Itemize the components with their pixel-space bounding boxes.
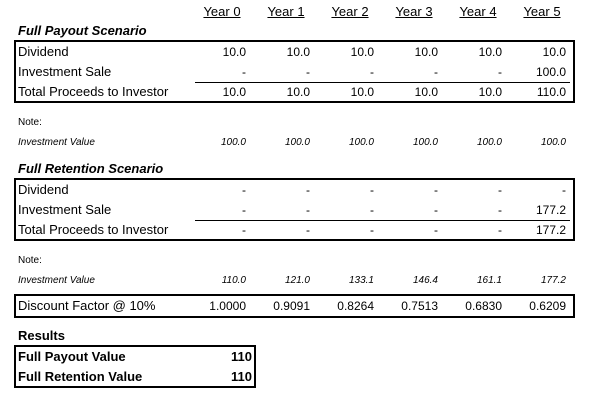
row-value: - — [434, 65, 438, 79]
row-value: - — [242, 183, 246, 197]
row-label: Dividend — [18, 182, 69, 197]
row-value: 10.0 — [350, 45, 374, 59]
row-value: 146.4 — [412, 275, 438, 286]
row-value: 100.0 — [220, 137, 246, 148]
row-value: - — [370, 183, 374, 197]
row-value: - — [370, 223, 374, 237]
year-header: Year 3 — [395, 4, 433, 19]
year-header: Year 4 — [459, 4, 497, 19]
row-value: 100.0 — [540, 137, 566, 148]
row-value: - — [306, 203, 310, 217]
payout-note-label: Note: — [18, 117, 42, 128]
row-value: 10.0 — [414, 45, 438, 59]
row-value: 100.0 — [284, 137, 310, 148]
row-value: 10.0 — [350, 85, 374, 99]
row-label: Discount Factor @ 10% — [18, 298, 156, 313]
row-value: - — [498, 183, 502, 197]
row-value: - — [370, 203, 374, 217]
year-header: Year 0 — [203, 4, 241, 19]
row-label: Full Payout Value — [18, 349, 126, 364]
row-value: - — [370, 65, 374, 79]
row-value: 0.6209 — [529, 299, 566, 313]
row-value: - — [306, 65, 310, 79]
row-value: 10.0 — [542, 45, 566, 59]
row-value: - — [498, 65, 502, 79]
row-value: 10.0 — [286, 45, 310, 59]
row-label: Investment Value — [18, 137, 95, 148]
retention-table-box — [14, 178, 575, 241]
row-value: 10.0 — [414, 85, 438, 99]
results-title: Results — [18, 328, 65, 343]
row-value: 0.8264 — [337, 299, 374, 313]
row-value: 0.6830 — [465, 299, 502, 313]
year-header: Year 2 — [331, 4, 369, 19]
row-value: 0.9091 — [273, 299, 310, 313]
row-value: 100.0 — [412, 137, 438, 148]
row-value: 10.0 — [222, 85, 246, 99]
row-value: 177.2 — [535, 223, 566, 237]
row-value: - — [498, 203, 502, 217]
row-value: 100.0 — [535, 65, 566, 79]
year-header: Year 5 — [523, 4, 561, 19]
retention-note-label: Note: — [18, 255, 42, 266]
row-value: 161.1 — [476, 275, 502, 286]
row-value: 133.1 — [348, 275, 374, 286]
row-value: 1.0000 — [209, 299, 246, 313]
discount-factor-box — [14, 294, 575, 318]
retention-total-divider — [195, 220, 570, 221]
row-value: 177.2 — [540, 275, 566, 286]
row-label: Investment Value — [18, 275, 95, 286]
payout-section-title: Full Payout Scenario — [18, 23, 147, 38]
row-value: 121.0 — [284, 275, 310, 286]
payout-table-box — [14, 40, 575, 103]
row-value: 110.0 — [221, 275, 246, 286]
row-value: 100.0 — [348, 137, 374, 148]
row-value: 10.0 — [286, 85, 310, 99]
row-value: - — [306, 183, 310, 197]
row-value: - — [434, 183, 438, 197]
row-value: 110.0 — [536, 85, 566, 99]
retention-section-title: Full Retention Scenario — [18, 161, 164, 176]
row-value: - — [306, 223, 310, 237]
row-label: Dividend — [18, 44, 69, 59]
results-box — [14, 345, 256, 388]
row-value: 10.0 — [478, 45, 502, 59]
row-label: Full Retention Value — [18, 369, 143, 384]
row-value: - — [242, 203, 246, 217]
row-value: - — [434, 203, 438, 217]
row-value: - — [242, 223, 246, 237]
row-label: Total Proceeds to Investor — [18, 84, 169, 99]
row-value: 0.7513 — [401, 299, 438, 313]
row-value: 10.0 — [222, 45, 246, 59]
row-value: 10.0 — [478, 85, 502, 99]
row-value: 110 — [231, 369, 252, 384]
row-label: Investment Sale — [18, 202, 112, 217]
row-value: - — [498, 223, 502, 237]
row-value: 110 — [231, 349, 252, 364]
row-value: 100.0 — [476, 137, 502, 148]
row-value: 177.2 — [535, 203, 566, 217]
payout-total-divider — [195, 82, 570, 83]
row-label: Investment Sale — [18, 64, 112, 79]
year-header: Year 1 — [267, 4, 305, 19]
row-value: - — [562, 183, 566, 197]
row-value: - — [434, 223, 438, 237]
row-label: Total Proceeds to Investor — [18, 222, 169, 237]
row-value: - — [242, 65, 246, 79]
